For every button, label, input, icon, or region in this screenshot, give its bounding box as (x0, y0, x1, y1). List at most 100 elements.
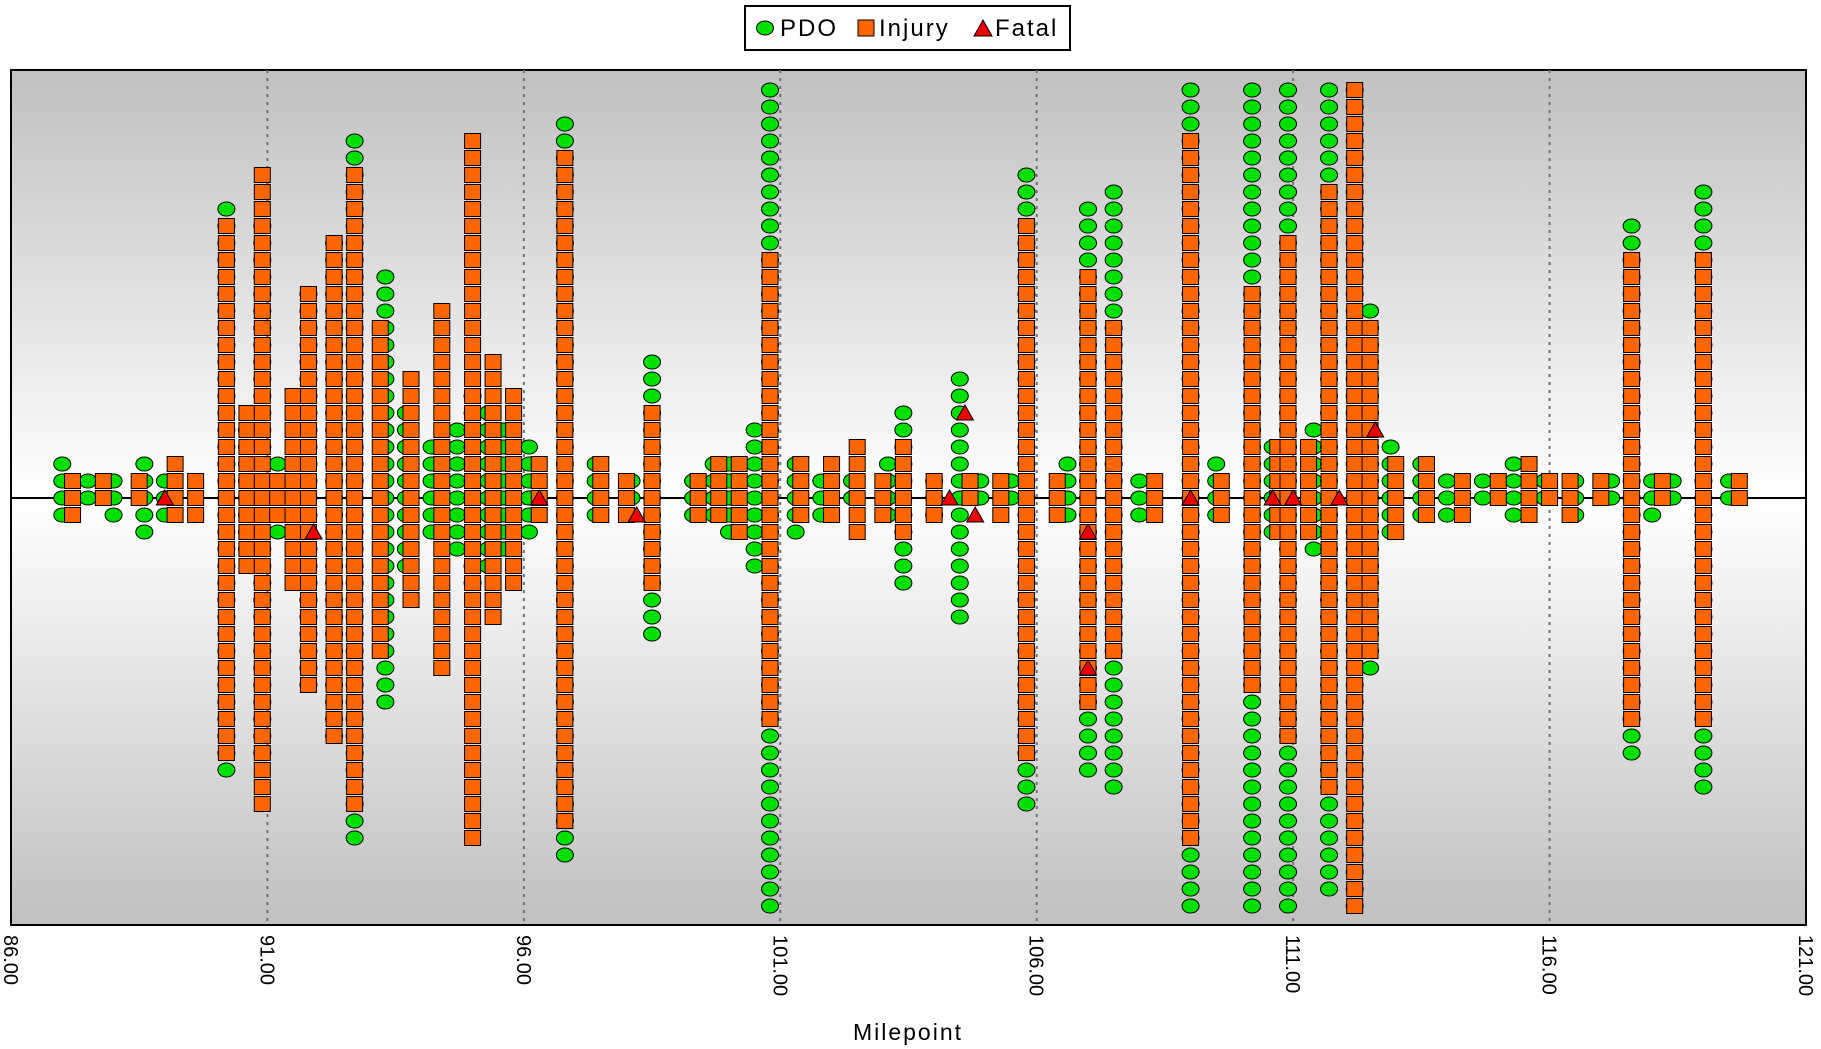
injury-point (1694, 609, 1712, 625)
injury-point (1541, 473, 1559, 489)
injury-point (556, 422, 574, 438)
injury-point (1346, 796, 1364, 812)
injury-point (1346, 371, 1364, 387)
injury-point (1079, 439, 1097, 455)
injury-point (484, 490, 502, 506)
pdo-point (894, 575, 913, 591)
injury-point (325, 354, 343, 370)
injury-point (823, 473, 841, 489)
injury-point (1279, 507, 1297, 523)
pdo-point (1279, 881, 1298, 897)
injury-point (1346, 711, 1364, 727)
injury-point (238, 507, 256, 523)
injury-point (1017, 626, 1035, 642)
injury-point (217, 286, 235, 302)
injury-point (217, 388, 235, 404)
pdo-point (950, 456, 969, 472)
pdo-point (1622, 235, 1641, 251)
injury-point (730, 524, 748, 540)
pdo-point (1279, 218, 1298, 234)
pdo-point (1079, 728, 1097, 744)
injury-point (874, 507, 892, 523)
injury-point (592, 490, 610, 506)
injury-point (464, 303, 482, 319)
injury-point (166, 507, 184, 523)
injury-point (299, 388, 317, 404)
injury-point (269, 507, 287, 523)
pdo-point (950, 575, 969, 591)
injury-point (464, 473, 482, 489)
injury-point (761, 541, 779, 557)
injury-point (371, 541, 389, 557)
injury-point (1623, 269, 1641, 285)
injury-point (556, 167, 574, 183)
injury-point (464, 660, 482, 676)
injury-point (689, 507, 707, 523)
injury-point (253, 405, 271, 421)
pdo-point (1079, 252, 1097, 268)
injury-point (894, 507, 912, 523)
injury-point (464, 558, 482, 574)
injury-point (1623, 405, 1641, 421)
injury-point (1623, 592, 1641, 608)
injury-point (269, 490, 287, 506)
injury-point (253, 796, 271, 812)
injury-point (1146, 473, 1164, 489)
injury-point (1361, 371, 1379, 387)
injury-point (433, 473, 451, 489)
injury-point (1048, 473, 1066, 489)
injury-point (253, 779, 271, 795)
injury-point (1694, 286, 1712, 302)
injury-point (1346, 82, 1364, 98)
injury-point (238, 473, 256, 489)
injury-point (1346, 626, 1364, 642)
injury-point (1320, 762, 1338, 778)
injury-point (1182, 150, 1200, 166)
pdo-point (1104, 218, 1123, 234)
injury-point (402, 490, 420, 506)
injury-point (710, 456, 728, 472)
injury-point (299, 337, 317, 353)
injury-point (464, 184, 482, 200)
injury-point (464, 490, 482, 506)
injury-point (1182, 133, 1200, 149)
injury-point (346, 558, 364, 574)
injury-point (823, 456, 841, 472)
injury-point (1279, 711, 1297, 727)
injury-point (1279, 541, 1297, 557)
injury-point (1182, 201, 1200, 217)
injury-point (325, 541, 343, 557)
injury-point (1320, 643, 1338, 659)
injury-point (848, 473, 866, 489)
pdo-point (78, 490, 97, 506)
injury-point (284, 575, 302, 591)
injury-point (643, 422, 661, 438)
injury-point (556, 524, 574, 540)
injury-point (1300, 439, 1318, 455)
injury-point (1105, 507, 1123, 523)
injury-point (1453, 490, 1471, 506)
injury-point (1017, 558, 1035, 574)
injury-point (464, 779, 482, 795)
pdo-point (345, 813, 364, 829)
injury-point (217, 677, 235, 693)
injury-point (1182, 303, 1200, 319)
injury-point (253, 167, 271, 183)
pdo-point (1473, 490, 1492, 506)
injury-point (238, 541, 256, 557)
pdo-point (1279, 864, 1298, 880)
injury-point (325, 626, 343, 642)
injury-point (1730, 473, 1748, 489)
injury-point (1105, 592, 1123, 608)
injury-point (1182, 167, 1200, 183)
pdo-point (1243, 167, 1262, 183)
pdo-point (1243, 864, 1262, 880)
injury-point (1182, 830, 1200, 846)
injury-point (1017, 541, 1035, 557)
pdo-point (1017, 167, 1036, 183)
injury-point (299, 626, 317, 642)
pdo-point (1694, 201, 1713, 217)
injury-point (1361, 643, 1379, 659)
injury-point (402, 456, 420, 472)
injury-point (556, 371, 574, 387)
